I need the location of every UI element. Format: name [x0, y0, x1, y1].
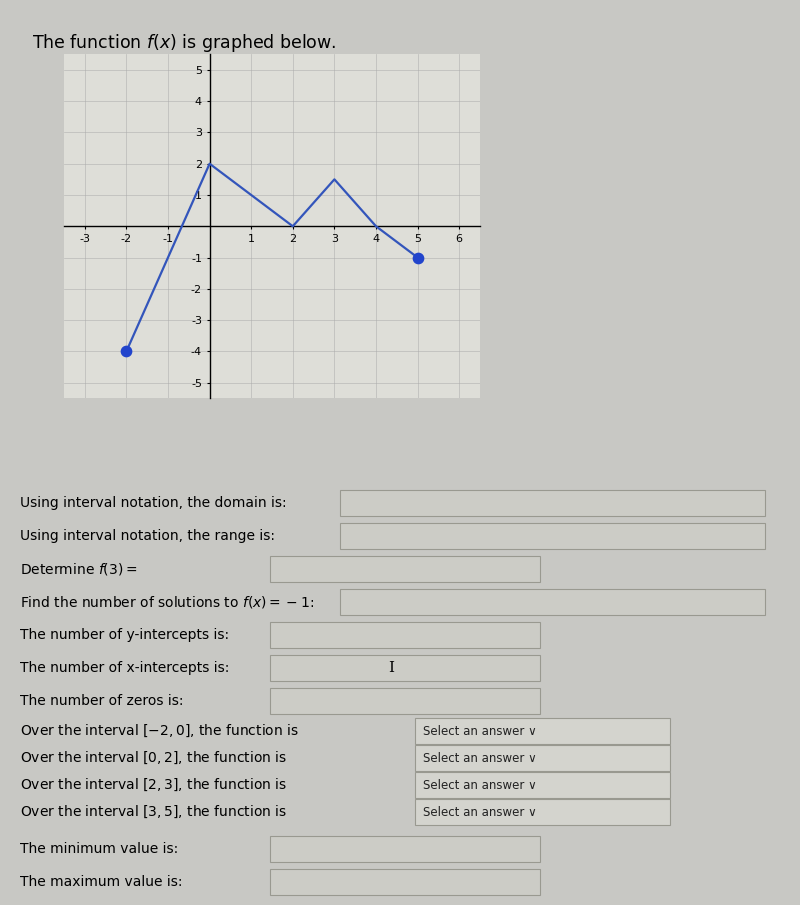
Point	[411, 251, 424, 265]
Text: Over the interval $[0, 2]$, the function is: Over the interval $[0, 2]$, the function…	[20, 750, 287, 767]
Text: The number of x-intercepts is:: The number of x-intercepts is:	[20, 661, 230, 675]
Text: The number of zeros is:: The number of zeros is:	[20, 694, 183, 708]
Text: The number of y-intercepts is:: The number of y-intercepts is:	[20, 628, 229, 642]
Text: Using interval notation, the range is:: Using interval notation, the range is:	[20, 529, 275, 543]
Text: Determine $f(3) =$: Determine $f(3) =$	[20, 561, 138, 577]
Text: I: I	[389, 661, 394, 675]
Text: Select an answer ∨: Select an answer ∨	[423, 778, 537, 792]
Point	[120, 344, 133, 358]
Text: Select an answer ∨: Select an answer ∨	[423, 725, 537, 738]
Text: Select an answer ∨: Select an answer ∨	[423, 805, 537, 818]
Text: Find the number of solutions to $f(x) = -1$:: Find the number of solutions to $f(x) = …	[20, 594, 314, 610]
Text: Over the interval $[2, 3]$, the function is: Over the interval $[2, 3]$, the function…	[20, 776, 287, 793]
Text: The minimum value is:: The minimum value is:	[20, 842, 178, 856]
Text: The function $f(x)$ is graphed below.: The function $f(x)$ is graphed below.	[32, 32, 336, 53]
Text: Over the interval $[3, 5]$, the function is: Over the interval $[3, 5]$, the function…	[20, 804, 287, 820]
Text: Using interval notation, the domain is:: Using interval notation, the domain is:	[20, 496, 286, 510]
Text: The maximum value is:: The maximum value is:	[20, 875, 182, 889]
Text: Select an answer ∨: Select an answer ∨	[423, 751, 537, 765]
Text: Over the interval $[-2, 0]$, the function is: Over the interval $[-2, 0]$, the functio…	[20, 723, 299, 739]
